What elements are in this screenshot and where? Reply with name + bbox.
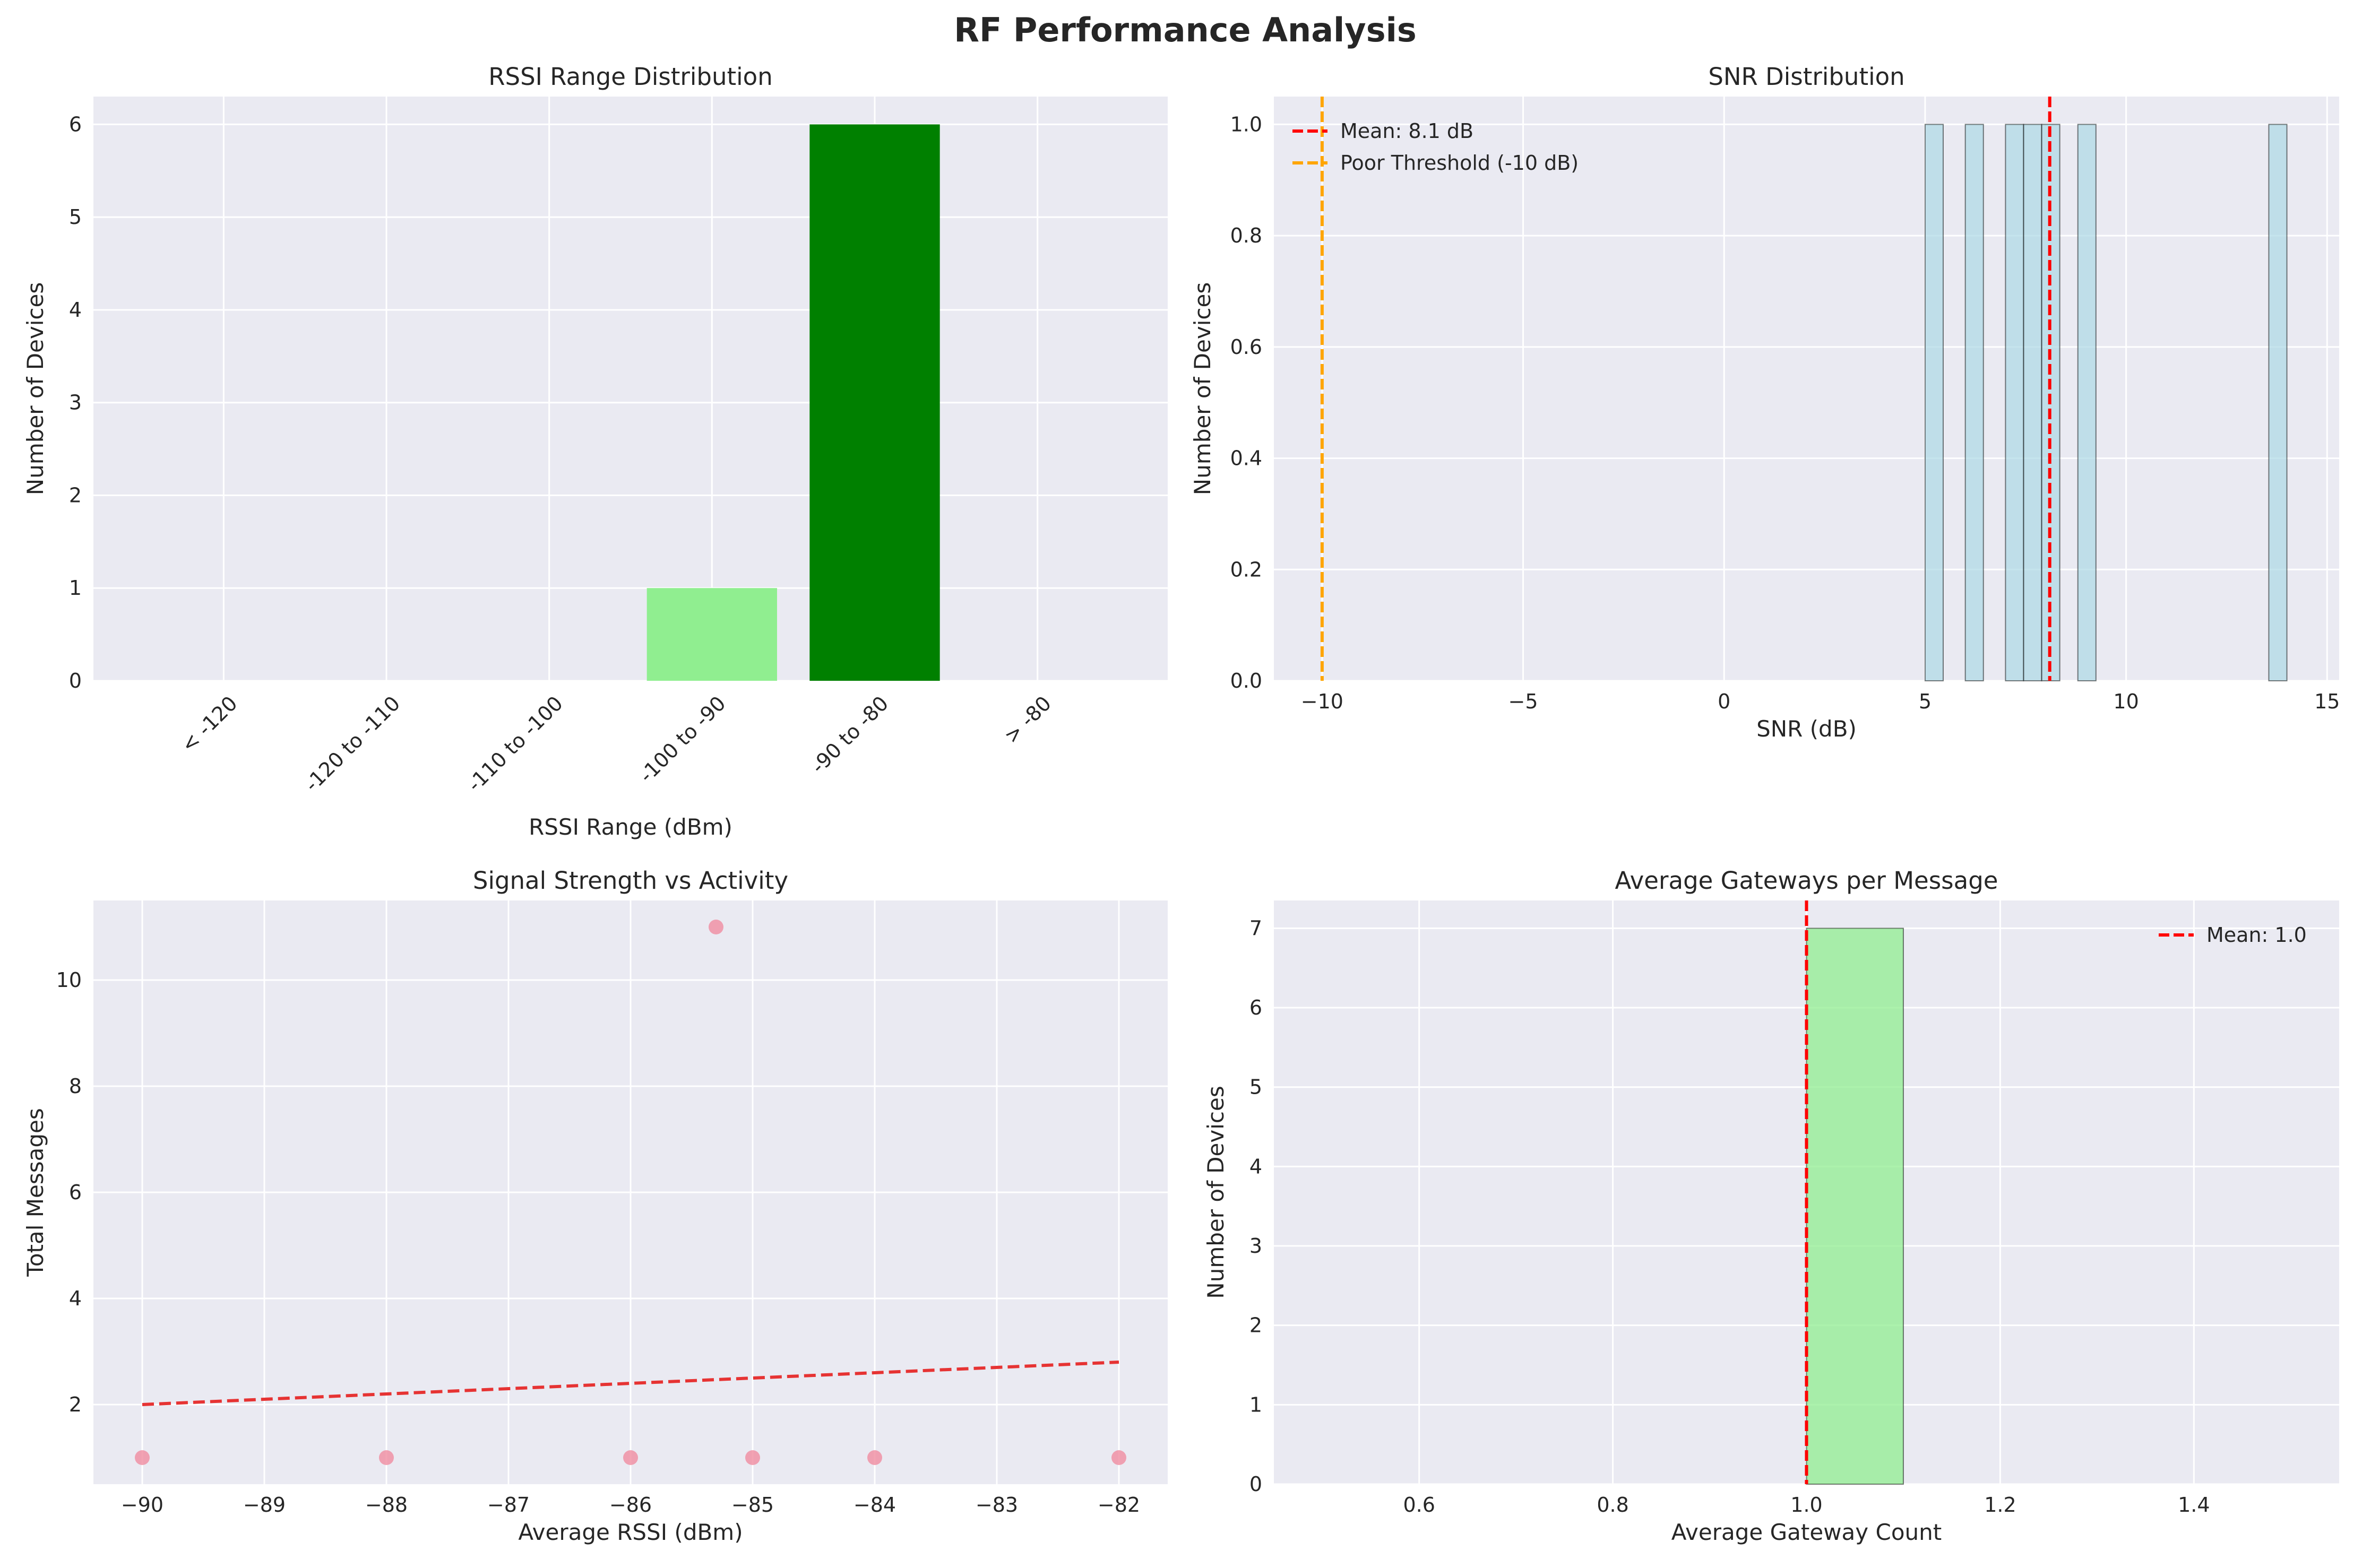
x-tick-label: −5 bbox=[1508, 690, 1538, 713]
scatter-point bbox=[867, 1450, 882, 1465]
y-tick-label: 0.8 bbox=[1230, 224, 1262, 247]
histogram-bar bbox=[2077, 124, 2097, 681]
x-tick-label: 10 bbox=[2113, 690, 2139, 713]
x-tick-label: −87 bbox=[487, 1493, 530, 1517]
y-axis-label: Number of Devices bbox=[1189, 282, 1215, 495]
axes-background bbox=[1274, 97, 2339, 681]
legend-entry: Poor Threshold (-10 dB) bbox=[1340, 151, 1579, 175]
axes-title: RSSI Range Distribution bbox=[488, 63, 772, 91]
histogram-bar bbox=[2023, 124, 2042, 681]
x-tick-label: 15 bbox=[2314, 690, 2340, 713]
x-tick-label: −10 bbox=[1301, 690, 1343, 713]
y-tick-label: 1 bbox=[1249, 1393, 1262, 1416]
y-tick-label: 3 bbox=[69, 391, 82, 414]
y-tick-label: 5 bbox=[1249, 1076, 1262, 1099]
y-axis-label: Number of Devices bbox=[22, 282, 48, 495]
x-axis-label: Average Gateway Count bbox=[1671, 1519, 1942, 1545]
scatter-point bbox=[379, 1450, 394, 1465]
scatter-point bbox=[709, 920, 723, 934]
x-tick-label: 1.4 bbox=[2178, 1493, 2210, 1517]
axes-title: Average Gateways per Message bbox=[1615, 867, 1998, 895]
histogram-bar bbox=[2005, 124, 2024, 681]
y-tick-label: 5 bbox=[69, 205, 82, 229]
axes-title: SNR Distribution bbox=[1708, 63, 1904, 91]
bar-4 bbox=[646, 588, 777, 681]
x-axis-label: Average RSSI (dBm) bbox=[518, 1519, 743, 1545]
chart-average-gateways-per-message: Average Gateways per Message 0 1 2 3 4 5 6 7 Numb… bbox=[1203, 867, 2339, 1545]
scatter-point bbox=[135, 1450, 150, 1465]
chart-rssi-range-distribution: RSSI Range Distribution 0 1 2 3 4 5 6 Number of … bbox=[22, 63, 1168, 840]
bar-5 bbox=[809, 124, 940, 681]
y-tick-label: 0.4 bbox=[1230, 447, 1262, 470]
x-tick-label: 1.0 bbox=[1790, 1493, 1822, 1517]
x-tick-label: 0.8 bbox=[1597, 1493, 1628, 1517]
y-tick-label: 4 bbox=[1249, 1155, 1262, 1178]
y-tick-label: 0.2 bbox=[1230, 558, 1262, 581]
x-tick-label: −86 bbox=[609, 1493, 652, 1517]
x-tick-label: −82 bbox=[1098, 1493, 1140, 1517]
y-tick-label: 6 bbox=[69, 1181, 82, 1204]
chart-snr-distribution: SNR Distribution 0.0 0.2 0.4 0.6 0.8 1.0 Number… bbox=[1189, 63, 2340, 742]
y-tick-label: 2 bbox=[69, 483, 82, 507]
x-axis-label: RSSI Range (dBm) bbox=[529, 814, 732, 840]
y-tick-label: 10 bbox=[56, 968, 82, 992]
x-tick-label: −85 bbox=[731, 1493, 774, 1517]
y-tick-label: 4 bbox=[69, 298, 82, 322]
axes-background bbox=[93, 97, 1168, 681]
scatter-point bbox=[1111, 1450, 1126, 1465]
scatter-point bbox=[623, 1450, 638, 1465]
y-tick-label: 0 bbox=[69, 669, 82, 692]
y-tick-label: 0.0 bbox=[1230, 669, 1262, 692]
trend-line bbox=[142, 1361, 1119, 1406]
y-tick-label: 2 bbox=[1249, 1314, 1262, 1337]
y-tick-label: 8 bbox=[69, 1075, 82, 1098]
y-tick-label: 1.0 bbox=[1230, 112, 1262, 136]
y-axis-label: Total Messages bbox=[22, 1108, 48, 1277]
histogram-bar bbox=[1924, 124, 1944, 681]
chart-signal-strength-vs-activity: Signal Strength vs Activity 2 4 6 8 10 Total M… bbox=[22, 867, 1168, 1545]
figure-title: RF Performance Analysis bbox=[954, 11, 1417, 49]
y-tick-label: 0.6 bbox=[1230, 335, 1262, 359]
x-tick-label: −83 bbox=[976, 1493, 1018, 1517]
y-tick-label: 4 bbox=[69, 1287, 82, 1310]
histogram-bar bbox=[2268, 124, 2288, 681]
y-tick-label: 1 bbox=[69, 576, 82, 600]
y-tick-label: 6 bbox=[1249, 996, 1262, 1019]
x-tick-label: −89 bbox=[243, 1493, 286, 1517]
y-axis-label: Number of Devices bbox=[1203, 1086, 1229, 1298]
x-tick-label: 5 bbox=[1919, 690, 1932, 713]
axes-title: Signal Strength vs Activity bbox=[473, 867, 788, 895]
x-tick-label: −88 bbox=[365, 1493, 408, 1517]
legend-entry: Mean: 1.0 bbox=[2206, 923, 2307, 947]
scatter-point bbox=[745, 1450, 760, 1465]
legend-entry: Mean: 8.1 dB bbox=[1340, 119, 1473, 143]
y-tick-label: 0 bbox=[1249, 1472, 1262, 1496]
x-tick-label: −84 bbox=[853, 1493, 896, 1517]
x-axis-label: SNR (dB) bbox=[1756, 716, 1857, 742]
histogram-bar bbox=[1806, 928, 1904, 1485]
y-tick-label: 7 bbox=[1249, 916, 1262, 940]
histogram-bar bbox=[1964, 124, 1984, 681]
y-tick-label: 3 bbox=[1249, 1234, 1262, 1258]
x-tick-label: 1.2 bbox=[1984, 1493, 2016, 1517]
y-tick-label: 6 bbox=[69, 112, 82, 136]
x-tick-label: 0.6 bbox=[1403, 1493, 1435, 1517]
x-tick-label: 0 bbox=[1718, 690, 1730, 713]
y-tick-label: 2 bbox=[69, 1393, 82, 1416]
x-tick-label: −90 bbox=[121, 1493, 163, 1517]
